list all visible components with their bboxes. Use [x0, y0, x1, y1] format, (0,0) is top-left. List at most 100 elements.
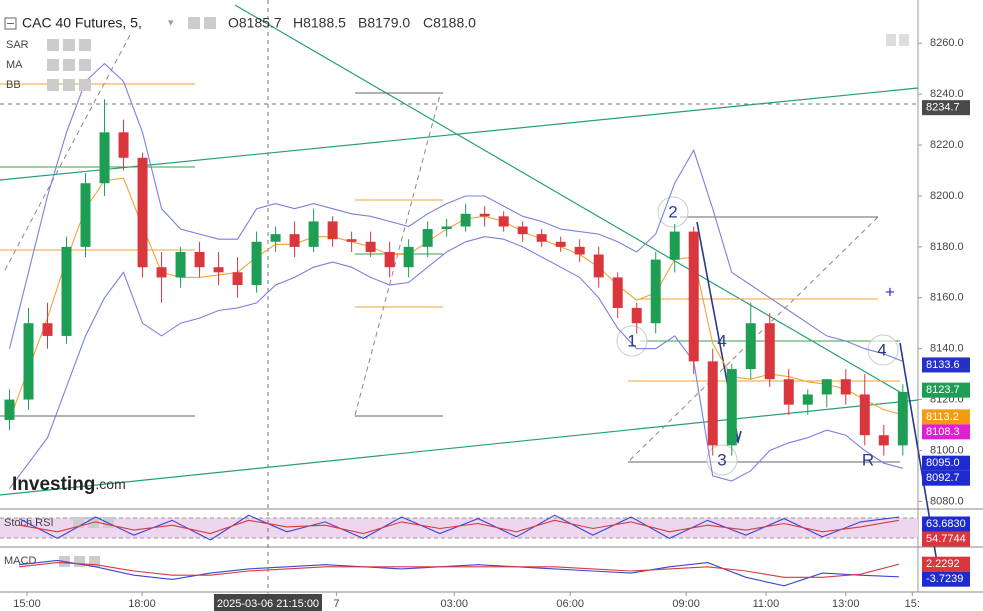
wave-label: 4	[877, 340, 886, 359]
candle-body	[498, 216, 509, 227]
candle-body	[707, 361, 718, 446]
candle-body	[802, 394, 813, 405]
candle-body	[232, 272, 243, 286]
indicator-label[interactable]: BB	[6, 79, 21, 91]
trendline	[234, 4, 906, 396]
collapse-icon[interactable]	[4, 17, 17, 30]
y-tick-label: 8260.0	[930, 37, 964, 49]
logo: Investing.com	[12, 474, 126, 495]
price-marker	[922, 516, 970, 532]
price-marker-label: 2.2292	[926, 558, 960, 570]
icon[interactable]	[63, 79, 75, 91]
candle-body	[612, 277, 623, 308]
y-tick-label: 8180.0	[930, 241, 964, 253]
x-tick-label: 06:00	[556, 598, 584, 610]
y-tick-label: 8080.0	[930, 495, 964, 507]
price-marker	[922, 455, 970, 471]
icon[interactable]	[74, 556, 85, 567]
y-tick-label: 8100.0	[930, 444, 964, 456]
price-marker-label: 8133.6	[926, 359, 960, 371]
wave-label: R	[862, 450, 874, 469]
icon[interactable]	[204, 17, 216, 29]
price-marker	[922, 357, 970, 373]
candle-body	[175, 251, 186, 278]
price-marker-label: 54.7744	[926, 533, 966, 545]
y-tick-label: 8140.0	[930, 343, 964, 355]
wave-label: 1	[627, 331, 636, 350]
price-marker-label: 8234.7	[926, 102, 960, 114]
candle-body	[479, 213, 490, 217]
chart-title: CAC 40 Futures, 5,	[22, 15, 142, 31]
stoch-band	[0, 518, 918, 538]
wave-circle	[657, 196, 689, 228]
dropdown[interactable]: ▾	[168, 17, 174, 29]
indicator-label[interactable]: MA	[6, 59, 23, 71]
candle-body	[365, 241, 376, 252]
price-marker	[922, 100, 970, 116]
candle-body	[289, 234, 300, 247]
x-tick-label: 18:00	[128, 598, 156, 610]
candle-body	[61, 246, 72, 336]
price-marker-label: 63.6830	[926, 518, 966, 530]
icon[interactable]	[188, 17, 200, 29]
candle-body	[308, 221, 319, 247]
overlay-line	[9, 236, 903, 489]
icon[interactable]	[47, 79, 59, 91]
icon[interactable]	[899, 34, 909, 46]
y-tick-label: 8160.0	[930, 292, 964, 304]
x-tick-label: 09:00	[672, 598, 700, 610]
logo-suffix: .com	[95, 476, 125, 492]
candle-body	[23, 323, 34, 400]
wave-circle	[706, 444, 738, 476]
price-marker-label: 8113.2	[926, 411, 959, 423]
candle-body	[327, 221, 338, 240]
candle-body	[517, 226, 528, 235]
icon[interactable]	[63, 39, 75, 51]
quote-label: B8179.0	[358, 15, 410, 31]
y-tick-label: 8200.0	[930, 190, 964, 202]
trendline	[0, 399, 919, 496]
candle-body	[745, 323, 756, 370]
trendline	[0, 87, 919, 181]
price-marker	[922, 571, 970, 587]
icon[interactable]	[79, 39, 91, 51]
price-marker	[922, 382, 970, 398]
candle-body	[137, 157, 148, 268]
icon[interactable]	[47, 59, 59, 71]
price-marker-label: 8123.7	[926, 384, 960, 396]
price-marker	[922, 409, 970, 425]
candle-body	[403, 246, 414, 268]
icon[interactable]	[63, 59, 75, 71]
crosshair-time-box	[213, 594, 322, 611]
candle-body	[859, 394, 870, 436]
candle-body	[80, 183, 91, 247]
wave-label: 4	[717, 331, 726, 350]
plot	[4, 62, 908, 489]
overlay-line	[8, 177, 903, 421]
icon[interactable]	[79, 79, 91, 91]
stoch_rsi-line	[19, 519, 899, 535]
candle-body	[821, 379, 832, 395]
icon[interactable]	[886, 34, 896, 46]
candle-body	[42, 323, 53, 336]
macd-line	[19, 562, 900, 578]
indicator-label[interactable]: SAR	[6, 39, 29, 51]
icon[interactable]	[47, 39, 59, 51]
candle-body	[346, 239, 357, 242]
icon[interactable]	[73, 517, 84, 528]
price-marker	[922, 424, 970, 440]
candle-body	[441, 226, 452, 230]
add-marker[interactable]: +	[885, 282, 895, 301]
icon[interactable]	[79, 59, 91, 71]
overlay-line	[8, 62, 904, 362]
candle-body	[460, 213, 471, 227]
quote-label: O8185.7	[228, 15, 282, 31]
quote-label: C8188.0	[423, 15, 476, 31]
wave-label: 3	[717, 450, 726, 469]
price-marker-label: 8092.7	[926, 472, 960, 484]
candle-body	[251, 241, 262, 286]
y-tick-label: 8240.0	[930, 88, 964, 100]
icon[interactable]	[89, 556, 100, 567]
logo-name: Investing	[12, 474, 95, 495]
